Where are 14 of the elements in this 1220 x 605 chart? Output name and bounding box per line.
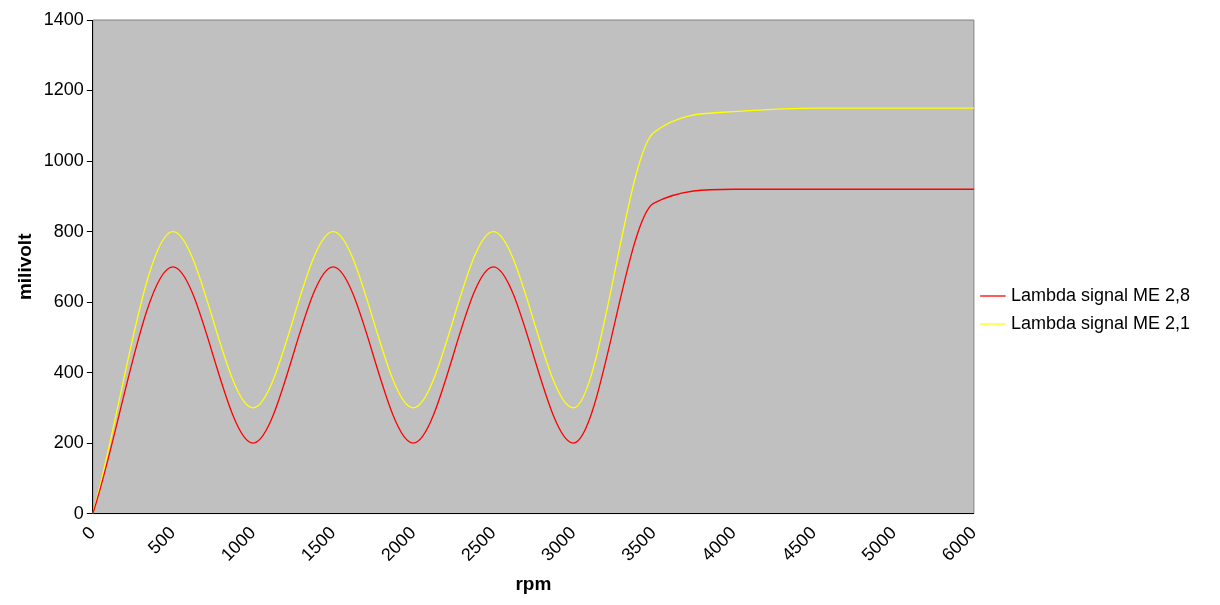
y-tick-label: 0 (73, 502, 84, 523)
y-tick-label: 1000 (43, 150, 84, 170)
x-tick-label: 500 (143, 522, 180, 558)
y-tick-label: 600 (53, 291, 84, 312)
y-tick-label: 1400 (43, 8, 84, 29)
y-tick-label: 200 (53, 432, 84, 453)
x-axis-title: rpm (515, 572, 552, 594)
x-tick-label: 0 (77, 522, 100, 544)
legend-label: Lambda signal ME 2,8 (1010, 284, 1191, 305)
y-tick-label: 1200 (43, 79, 84, 100)
y-tick-label: 400 (53, 361, 84, 382)
legend-label: Lambda signal ME 2,1 (1010, 312, 1191, 333)
y-axis-title: milivolt (13, 232, 35, 301)
y-tick-label: 800 (53, 220, 84, 241)
